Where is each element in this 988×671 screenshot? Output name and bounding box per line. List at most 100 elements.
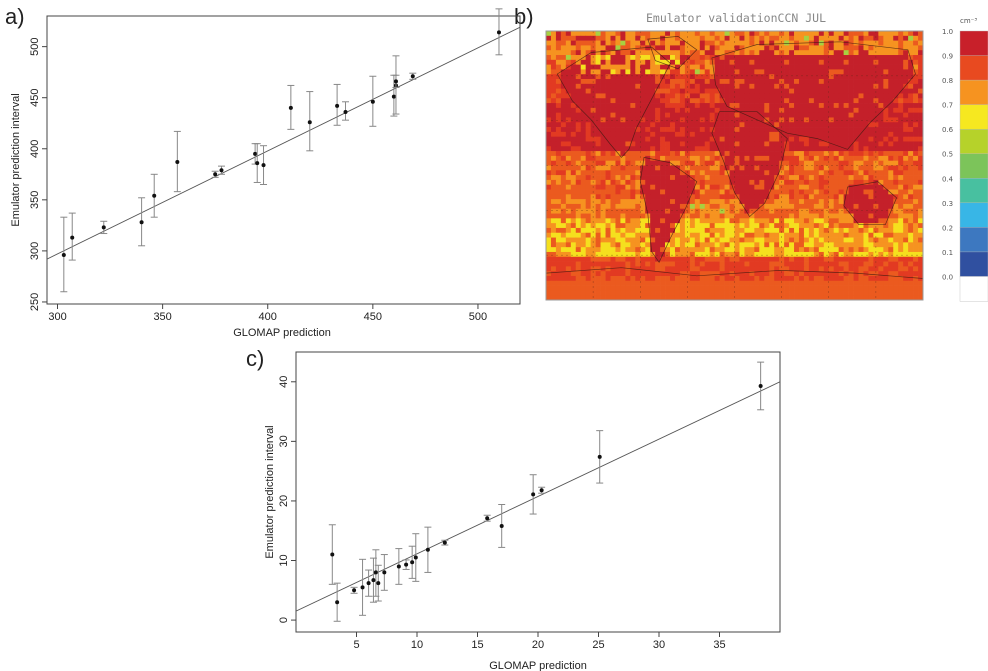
map-cell: [555, 223, 562, 229]
map-cell: [863, 117, 869, 123]
map-cell: [570, 295, 577, 301]
map-cell: [560, 285, 567, 291]
y-tick-label: 10: [278, 554, 290, 566]
map-cell: [570, 74, 577, 80]
map-cell: [893, 64, 899, 70]
map-cell: [570, 184, 577, 190]
map-cell: [838, 227, 844, 234]
map-cell: [714, 199, 720, 205]
map-cell: [580, 117, 587, 123]
map-cell: [565, 40, 572, 46]
map-cell: [655, 141, 661, 147]
map-cell: [719, 122, 725, 128]
map-cell: [630, 35, 636, 41]
map-cell: [913, 59, 919, 65]
map-cell: [913, 64, 919, 70]
map-cell: [868, 194, 874, 200]
map-cell: [660, 112, 666, 118]
map-cell: [684, 136, 691, 142]
map-cell: [719, 242, 725, 248]
map-cell: [794, 194, 800, 200]
map-cell: [655, 237, 661, 243]
map-cell: [853, 160, 859, 166]
map-cell: [714, 189, 720, 195]
map-cell: [694, 146, 701, 152]
map-cell: [749, 280, 755, 286]
map-cell: [749, 227, 755, 234]
map-cell: [744, 59, 750, 65]
map-cell: [650, 237, 656, 243]
map-cell: [848, 107, 854, 114]
map-cell: [803, 261, 810, 267]
map-cell: [823, 271, 830, 277]
map-cell: [823, 69, 830, 75]
map-cell: [828, 280, 835, 286]
map-cell: [560, 107, 567, 114]
map-cell: [689, 131, 696, 138]
map-cell: [645, 290, 651, 296]
map-cell: [888, 55, 894, 61]
map-cell: [625, 141, 631, 147]
map-cell: [828, 40, 835, 46]
map-cell: [838, 295, 844, 301]
map-cell: [888, 136, 894, 142]
map-cell: [739, 93, 745, 99]
map-cell: [868, 227, 874, 234]
map-cell: [640, 103, 646, 109]
map-cell: [635, 237, 641, 243]
map-cell: [670, 199, 676, 205]
map-cell: [620, 131, 626, 138]
map-cell: [630, 151, 636, 157]
map-cell: [674, 59, 681, 65]
map-cell: [794, 199, 800, 205]
map-cell: [689, 165, 696, 171]
map-cell: [893, 203, 899, 210]
map-cell: [749, 55, 755, 61]
map-cell: [739, 184, 745, 190]
map-cell: [560, 227, 567, 234]
map-cell: [590, 35, 596, 41]
map-cell: [774, 117, 780, 123]
map-cell: [665, 146, 671, 152]
map-cell: [843, 69, 849, 75]
map-cell: [848, 131, 854, 138]
map-cell: [888, 189, 894, 195]
map-cell: [868, 160, 874, 166]
map-cell: [769, 208, 775, 214]
map-cell: [888, 69, 894, 75]
x-axis-label: GLOMAP prediction: [489, 660, 587, 671]
map-cell: [888, 35, 894, 41]
map-cell: [818, 131, 825, 138]
map-cell: [585, 251, 591, 258]
map-cell: [789, 35, 795, 41]
map-cell: [808, 285, 815, 291]
map-cell: [764, 40, 770, 46]
map-cell: [913, 117, 919, 123]
map-cell: [546, 184, 552, 190]
map-cell: [868, 74, 874, 80]
map-cell: [665, 208, 671, 214]
map-cell: [898, 55, 904, 61]
map-cell: [555, 88, 562, 94]
map-cell: [560, 266, 567, 272]
map-cell: [585, 242, 591, 248]
map-cell: [853, 122, 859, 128]
map-cell: [863, 237, 869, 243]
map-cell: [704, 261, 711, 267]
map-cell: [679, 184, 686, 190]
map-cell: [883, 184, 889, 190]
map-cell: [660, 141, 666, 147]
map-cell: [674, 227, 681, 234]
map-cell: [908, 266, 914, 272]
map-cell: [838, 175, 844, 181]
map-cell: [798, 232, 805, 238]
map-cell: [605, 151, 611, 157]
map-cell: [660, 242, 666, 248]
map-cell: [665, 290, 671, 296]
map-cell: [655, 40, 661, 46]
map-cell: [843, 271, 849, 277]
map-cell: [595, 266, 601, 272]
map-cell: [660, 208, 666, 214]
map-cell: [883, 232, 889, 238]
map-cell: [560, 35, 567, 41]
